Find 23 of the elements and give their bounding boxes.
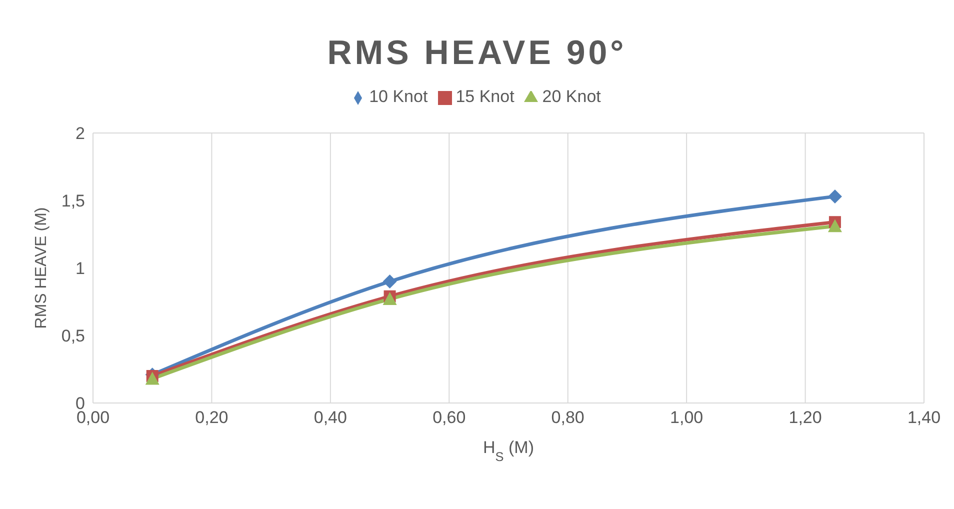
chart-title: RMS HEAVE 90° xyxy=(326,33,628,74)
legend-label: 10 Knot xyxy=(369,87,428,106)
x-tick-label: 0,00 xyxy=(76,408,110,428)
x-tick-label: 0,60 xyxy=(432,408,466,428)
point xyxy=(828,189,842,204)
x-tick-label: 1,40 xyxy=(907,408,941,428)
x-tick-label: 1,20 xyxy=(788,408,822,428)
x-axis-title: H$_{S}$ (M) xyxy=(482,438,534,464)
y-tick-label: 1,5 xyxy=(61,191,85,210)
point xyxy=(382,292,397,306)
x-tick-label: 0,20 xyxy=(195,408,228,428)
x-tick-label: 0,80 xyxy=(551,408,584,428)
y-axis-title: RMS HEAVE (M) xyxy=(33,207,50,329)
point xyxy=(145,372,160,385)
x-tick-label: 0,40 xyxy=(314,408,347,428)
y-tick-label: 0,5 xyxy=(61,326,85,346)
y-tick-label: 1 xyxy=(76,258,85,278)
point xyxy=(382,274,397,288)
point xyxy=(828,219,842,232)
legend-label: 15 Knot xyxy=(456,87,514,106)
legend-label: 20 Knot xyxy=(542,87,601,106)
y-tick-label: 2 xyxy=(76,124,85,143)
x-tick-label: 1,00 xyxy=(670,408,704,428)
